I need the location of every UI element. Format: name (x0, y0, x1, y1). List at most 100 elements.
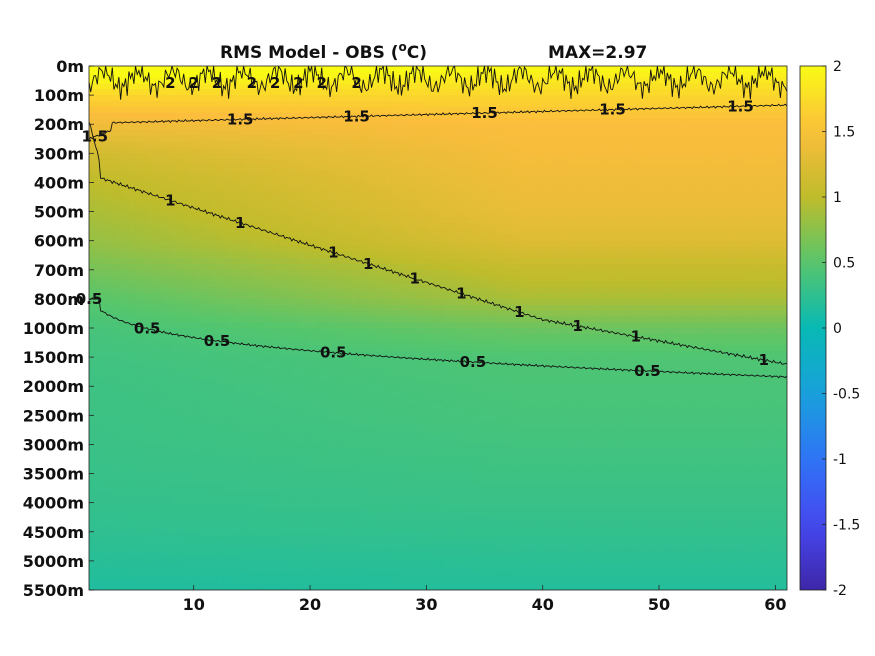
field-cell (280, 281, 288, 288)
field-cell (280, 304, 288, 312)
field-cell (211, 159, 218, 166)
field-cell (438, 223, 445, 230)
field-cell (228, 223, 236, 230)
field-cell (734, 147, 742, 154)
field-cell (141, 100, 148, 108)
field-cell (89, 95, 96, 102)
field-cell (438, 124, 445, 131)
field-cell (408, 194, 416, 201)
field-cell (734, 164, 742, 172)
field-cell (135, 287, 142, 294)
field-cell (548, 188, 555, 195)
field-cell (414, 229, 422, 236)
field-cell (554, 135, 561, 143)
field-cell (275, 281, 282, 288)
field-cell (740, 298, 747, 306)
field-cell (629, 141, 637, 149)
field-cell (112, 112, 119, 119)
field-cell (577, 170, 585, 178)
field-cell (746, 100, 753, 108)
field-cell (659, 71, 666, 79)
field-cell (507, 147, 515, 154)
field-cell (501, 159, 509, 166)
field-cell (443, 298, 451, 306)
field-cell (199, 176, 206, 184)
field-cell (472, 130, 480, 137)
field-cell (304, 281, 311, 288)
field-cell (513, 211, 521, 218)
field-cell (420, 188, 427, 195)
field-cell (629, 188, 637, 195)
field-cell (350, 281, 358, 288)
field-cell (560, 112, 567, 119)
field-cell (141, 141, 148, 149)
field-cell (560, 170, 567, 178)
field-cell (583, 159, 590, 166)
field-cell (676, 95, 683, 102)
field-cell (211, 83, 218, 90)
field-cell (717, 240, 724, 248)
field-cell (472, 147, 480, 154)
field-cell (635, 188, 643, 195)
field-cell (595, 118, 602, 125)
field-cell (344, 304, 352, 312)
field-cell (263, 223, 270, 230)
field-cell (112, 66, 119, 73)
field-cell (600, 217, 608, 224)
field-cell (746, 106, 753, 114)
field-cell (408, 211, 416, 218)
field-cell (728, 281, 736, 288)
field-cell (501, 188, 509, 195)
field-cell (682, 298, 689, 306)
field-cell (89, 106, 96, 114)
field-cell (565, 240, 573, 248)
field-cell (775, 106, 782, 114)
field-cell (205, 83, 212, 90)
field-cell (170, 205, 177, 213)
field-cell (490, 159, 497, 166)
field-cell (775, 118, 782, 125)
field-cell (455, 159, 462, 166)
field-cell (496, 141, 503, 149)
field-cell (781, 234, 787, 242)
field-cell (723, 211, 730, 218)
field-cell (211, 112, 218, 119)
field-cell (693, 71, 701, 79)
field-cell (129, 287, 137, 294)
field-cell (757, 263, 765, 271)
field-cell (682, 240, 689, 248)
field-cell (397, 112, 404, 119)
field-cell (89, 112, 96, 119)
field-cell (629, 124, 637, 131)
field-cell (350, 199, 358, 207)
field-cell (344, 246, 352, 253)
field-cell (542, 106, 550, 114)
field-cell (379, 246, 387, 253)
field-cell (781, 194, 787, 201)
field-cell (606, 147, 614, 154)
field-cell (275, 71, 282, 79)
field-cell (507, 263, 515, 271)
field-cell (659, 106, 666, 114)
field-cell (327, 275, 334, 283)
field-cell (426, 205, 433, 213)
field-cell (763, 298, 771, 306)
field-cell (513, 293, 521, 300)
field-cell (600, 240, 608, 248)
field-cell (682, 170, 689, 178)
field-cell (216, 83, 224, 90)
field-cell (275, 205, 282, 213)
field-cell (182, 77, 189, 85)
field-cell (560, 252, 567, 259)
field-cell (659, 176, 666, 184)
field-cell (414, 176, 422, 184)
field-cell (600, 281, 608, 288)
field-cell (362, 100, 369, 108)
field-cell (339, 170, 346, 178)
field-cell (647, 77, 654, 85)
field-cell (752, 130, 759, 137)
field-cell (123, 159, 131, 166)
field-cell (228, 269, 236, 277)
field-cell (699, 229, 707, 236)
field-cell (89, 217, 96, 224)
